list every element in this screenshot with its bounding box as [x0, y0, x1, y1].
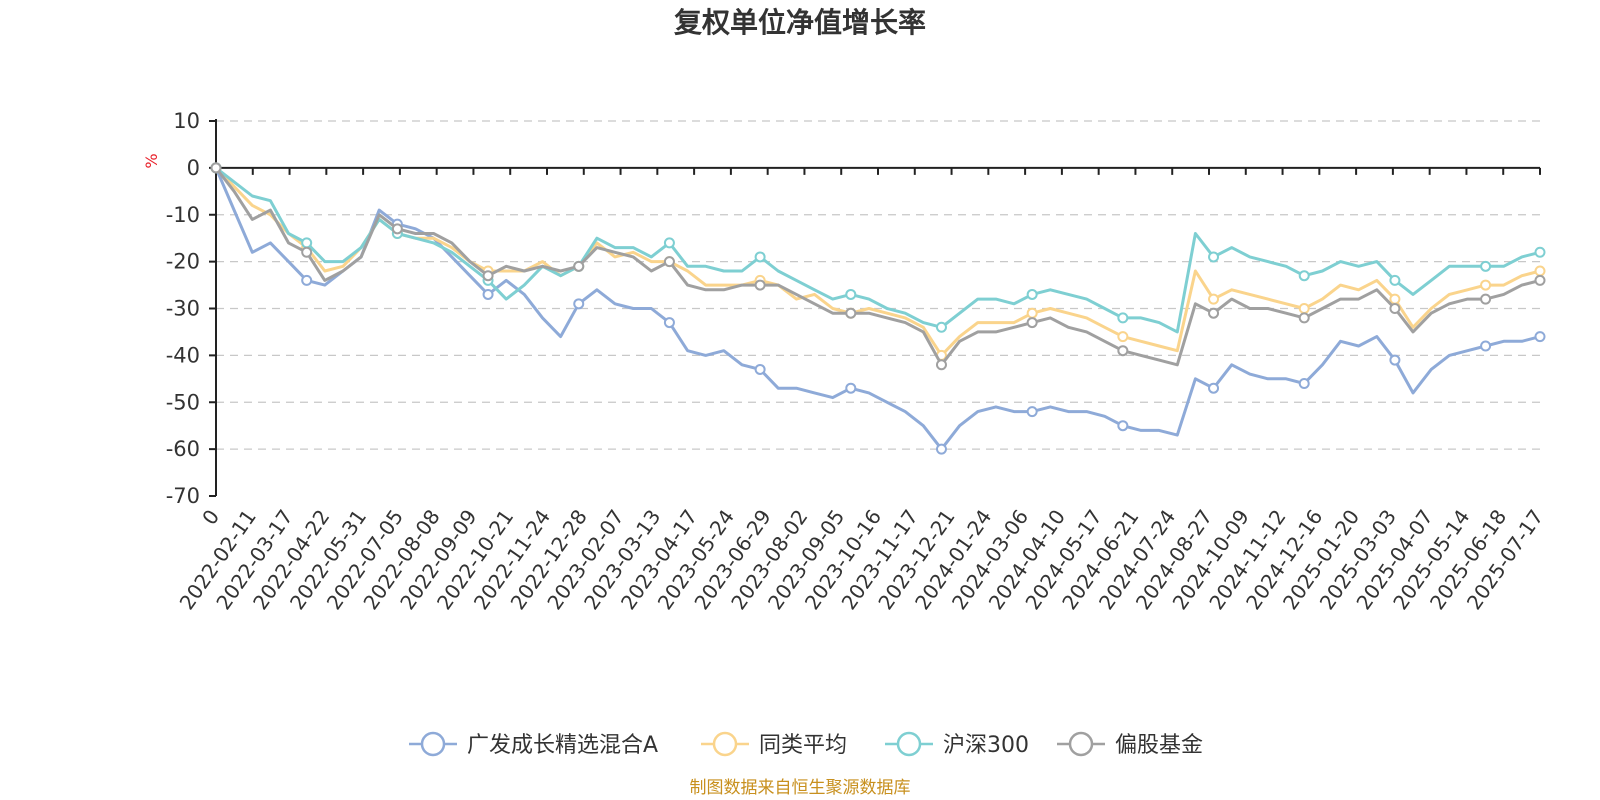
data-point: [1117, 420, 1129, 432]
x-tick-label: 0: [197, 505, 224, 529]
data-point: [301, 237, 313, 249]
data-point: [1534, 246, 1546, 258]
data-point: [663, 237, 675, 249]
data-point: [1117, 331, 1129, 343]
data-point: [391, 223, 403, 235]
data-point: [845, 288, 857, 300]
source-note: 制图数据来自恒生聚源数据库: [690, 778, 911, 798]
data-point: [663, 317, 675, 329]
gridlines: [216, 120, 1540, 450]
data-point: [1389, 303, 1401, 314]
data-point: [1534, 331, 1546, 343]
data-point: [573, 260, 585, 272]
data-point: [482, 288, 494, 300]
legend-marker: [420, 731, 446, 757]
data-point: [754, 251, 766, 263]
data-point: [663, 256, 675, 268]
legend-marker: [896, 731, 922, 757]
y-tick-label: 10: [173, 109, 200, 133]
data-point: [1298, 312, 1310, 324]
y-tick-label: -50: [166, 390, 200, 414]
data-point: [1298, 378, 1310, 389]
data-point: [301, 274, 313, 286]
data-point: [1026, 288, 1038, 300]
data-point: [1389, 274, 1401, 286]
legend: 广发成长精选混合A 同类平均 沪深300 偏股基金: [409, 731, 1203, 758]
legend-label: 沪深300: [943, 733, 1029, 758]
series-3: [210, 162, 1546, 371]
data-point: [1534, 265, 1546, 277]
data-point: [1026, 307, 1038, 319]
y-tick-label: -30: [166, 297, 200, 321]
data-point: [754, 279, 766, 291]
y-tick-label: -60: [166, 437, 200, 461]
legend-marker: [1068, 731, 1094, 757]
data-point: [935, 359, 947, 371]
data-point: [1480, 279, 1492, 291]
data-point: [301, 246, 313, 258]
data-point: [482, 270, 494, 282]
y-tick-label: -40: [166, 343, 200, 367]
chart-title: 复权单位净值增长率: [674, 6, 926, 39]
data-point: [1298, 303, 1310, 314]
legend-item-3[interactable]: 偏股基金: [1057, 731, 1203, 758]
legend-item-1[interactable]: 同类平均: [701, 731, 847, 758]
series-2: [210, 162, 1546, 334]
series-line: [214, 166, 1541, 367]
y-tick-label: -20: [166, 250, 200, 274]
data-point: [1534, 274, 1546, 286]
data-point: [573, 298, 585, 310]
legend-marker: [712, 731, 738, 757]
data-point: [1117, 312, 1129, 324]
data-point: [1389, 293, 1401, 305]
series-line: [214, 166, 1541, 357]
data-point: [1480, 293, 1492, 305]
data-point: [935, 443, 947, 455]
data-point: [1208, 293, 1220, 305]
series-line: [215, 166, 1541, 334]
data-point: [1208, 307, 1220, 319]
data-point: [210, 162, 222, 174]
data-point: [1480, 260, 1492, 272]
data-point: [1389, 354, 1401, 366]
data-point: [1026, 406, 1038, 418]
y-tick-label: 0: [187, 156, 200, 180]
legend-label: 偏股基金: [1115, 733, 1203, 758]
series-lines: [210, 162, 1546, 455]
data-point: [845, 382, 857, 394]
legend-item-2[interactable]: 沪深300: [885, 731, 1029, 758]
data-point: [1480, 340, 1492, 352]
data-point: [1298, 270, 1310, 282]
legend-label: 广发成长精选混合A: [467, 733, 658, 758]
data-point: [845, 307, 857, 319]
y-tick-label: -70: [166, 484, 200, 508]
axes: 100-10-20-30-40-50-60-7002022-02-112022-…: [166, 109, 1548, 614]
y-unit-label: %: [142, 153, 161, 168]
data-point: [935, 321, 947, 333]
legend-item-0[interactable]: 广发成长精选混合A: [409, 731, 658, 758]
data-point: [1208, 251, 1220, 263]
data-point: [1117, 345, 1129, 357]
legend-label: 同类平均: [759, 733, 847, 758]
y-tick-label: -10: [166, 203, 200, 227]
data-point: [1208, 382, 1220, 394]
data-point: [754, 363, 766, 375]
data-point: [1026, 317, 1038, 329]
